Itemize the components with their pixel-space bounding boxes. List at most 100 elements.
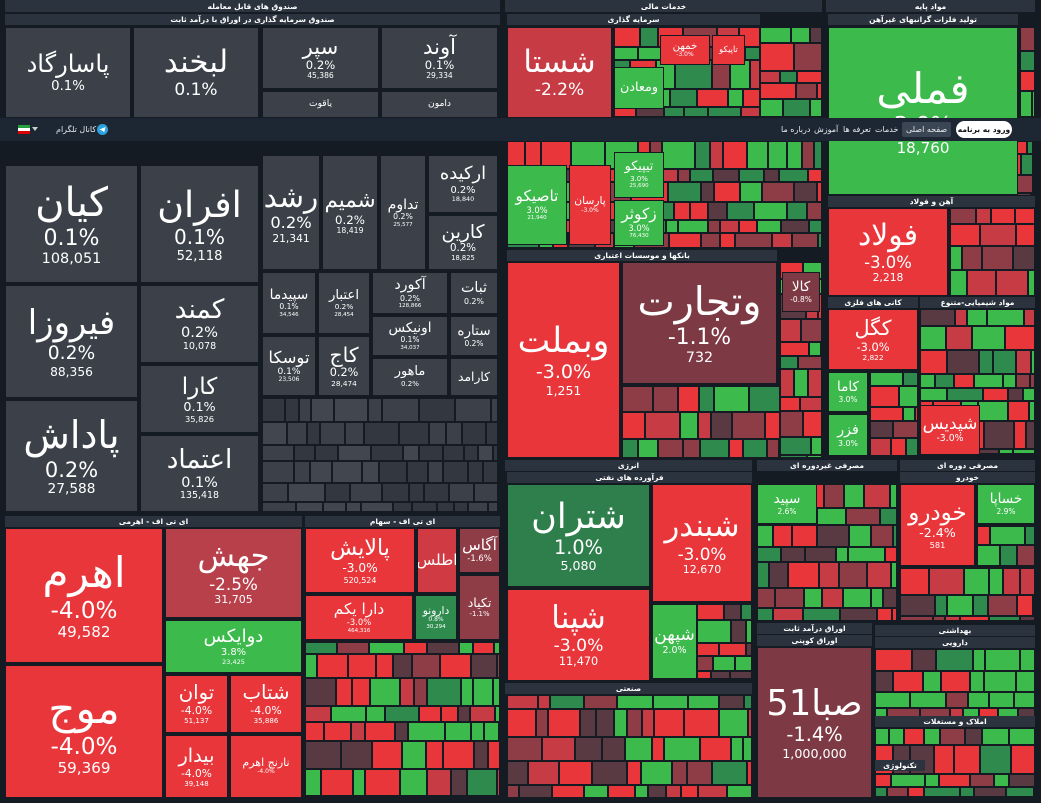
mini-tile[interactable] <box>690 169 713 182</box>
mini-tile[interactable] <box>972 326 1005 350</box>
tile[interactable]: فولاد -3.0% 2,218 <box>828 208 948 296</box>
tile[interactable]: پارسان -3.0% <box>569 165 611 245</box>
mini-tile[interactable] <box>404 642 427 654</box>
mini-tile[interactable] <box>294 461 310 483</box>
mini-tile[interactable] <box>757 547 781 562</box>
mini-tile[interactable] <box>459 642 473 654</box>
mini-tile[interactable] <box>412 502 437 512</box>
telegram-icon[interactable] <box>97 124 108 135</box>
mini-tile[interactable] <box>735 656 752 671</box>
tile[interactable]: پاداش 0.2% 27,588 <box>5 400 138 512</box>
mini-tile[interactable] <box>1030 374 1035 388</box>
mini-tile[interactable] <box>414 678 427 706</box>
mini-tile[interactable] <box>365 722 395 741</box>
mini-tile[interactable] <box>727 202 754 220</box>
tile[interactable]: تداوم 0.2% 25,577 <box>380 155 426 270</box>
mini-tile[interactable] <box>368 398 382 422</box>
mini-tile[interactable] <box>1017 595 1033 616</box>
mini-tile[interactable] <box>364 422 399 445</box>
mini-tile[interactable] <box>946 326 972 350</box>
mini-tile[interactable] <box>262 422 287 445</box>
mini-tile[interactable] <box>550 695 584 709</box>
tile[interactable]: اطلس <box>417 528 457 593</box>
mini-tile[interactable] <box>317 654 348 678</box>
mini-tile[interactable] <box>987 309 1024 326</box>
mini-tile[interactable] <box>745 47 760 60</box>
mini-tile[interactable] <box>666 220 678 233</box>
mini-tile[interactable] <box>925 774 939 787</box>
mini-tile[interactable] <box>519 785 552 798</box>
mini-tile[interactable] <box>324 796 343 798</box>
mini-tile[interactable] <box>337 642 369 654</box>
tile[interactable]: اهرم -4.0% 49,582 <box>5 528 163 663</box>
mini-tile[interactable] <box>559 761 592 785</box>
mini-tile[interactable] <box>732 412 765 439</box>
mini-tile[interactable] <box>678 220 708 233</box>
mini-tile[interactable] <box>440 654 471 678</box>
mini-tile[interactable] <box>809 220 822 233</box>
mini-tile[interactable] <box>1023 388 1035 401</box>
mini-tile[interactable] <box>465 796 500 798</box>
mini-tile[interactable] <box>305 706 331 722</box>
mini-tile[interactable] <box>1008 401 1029 421</box>
mini-tile[interactable] <box>507 709 536 737</box>
mini-tile[interactable] <box>802 141 814 169</box>
mini-tile[interactable] <box>810 99 822 117</box>
mini-tile[interactable] <box>947 595 973 616</box>
mini-tile[interactable] <box>848 547 885 562</box>
mini-tile[interactable] <box>419 398 455 422</box>
tile[interactable]: کاج 0.2% 28,474 <box>318 336 370 396</box>
mini-tile[interactable] <box>760 71 780 83</box>
mini-tile[interactable] <box>892 608 897 621</box>
mini-tile[interactable] <box>982 728 1009 745</box>
mini-tile[interactable] <box>372 741 402 769</box>
mini-tile[interactable] <box>507 695 538 709</box>
mini-tile[interactable] <box>962 246 982 270</box>
tile[interactable]: اعتبار 0.2% 28,454 <box>318 272 370 334</box>
mini-tile[interactable] <box>336 678 352 706</box>
mini-tile[interactable] <box>1017 545 1035 566</box>
tile[interactable]: فیروزا 0.2% 88,356 <box>5 285 138 398</box>
mini-tile[interactable] <box>1014 692 1035 708</box>
mini-tile[interactable] <box>371 445 403 461</box>
mini-tile[interactable] <box>495 706 500 722</box>
mini-tile[interactable] <box>915 407 918 421</box>
mini-tile[interactable] <box>584 785 608 798</box>
mini-tile[interactable] <box>325 483 350 502</box>
mini-tile[interactable] <box>936 649 973 671</box>
mini-tile[interactable] <box>1027 141 1033 154</box>
mini-tile[interactable] <box>1020 568 1035 595</box>
mini-tile[interactable] <box>780 356 798 369</box>
mini-tile[interactable] <box>729 439 743 458</box>
mini-tile[interactable] <box>887 787 908 797</box>
mini-tile[interactable] <box>750 60 760 89</box>
mini-tile[interactable] <box>424 483 449 502</box>
mini-tile[interactable] <box>973 595 988 616</box>
mini-tile[interactable] <box>310 461 332 483</box>
mini-tile[interactable] <box>299 398 311 422</box>
mini-tile[interactable] <box>288 483 325 502</box>
mini-tile[interactable] <box>262 461 294 483</box>
mini-tile[interactable] <box>680 412 698 439</box>
mini-tile[interactable] <box>947 350 979 374</box>
mini-tile[interactable] <box>664 737 700 761</box>
mini-tile[interactable] <box>662 169 678 182</box>
mini-tile[interactable] <box>1016 671 1035 692</box>
tile[interactable]: ستاره 0.2% <box>450 316 498 356</box>
mini-tile[interactable] <box>478 445 493 461</box>
mini-tile[interactable] <box>1031 350 1035 374</box>
mini-tile[interactable] <box>964 568 989 595</box>
tile[interactable]: سپید 2.6% <box>757 484 817 524</box>
mini-tile[interactable] <box>343 796 372 798</box>
mini-tile[interactable] <box>993 350 1016 374</box>
mini-tile[interactable] <box>407 796 436 798</box>
mini-tile[interactable] <box>934 745 954 774</box>
tile[interactable]: ماهور 0.2% <box>372 358 448 396</box>
tile[interactable]: تاپیکو <box>712 35 745 65</box>
mini-tile[interactable] <box>893 525 897 547</box>
tile[interactable]: کالا -0.8% <box>782 272 820 312</box>
mini-tile[interactable] <box>575 737 602 761</box>
mini-tile[interactable] <box>1031 193 1033 196</box>
mini-tile[interactable] <box>614 47 638 60</box>
mini-tile[interactable] <box>305 796 324 798</box>
